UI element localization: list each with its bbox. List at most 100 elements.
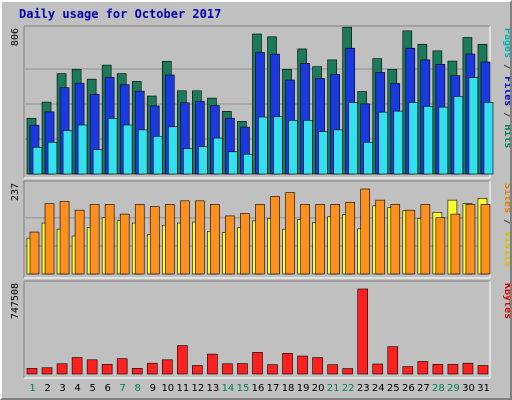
legend-item: Visits <box>502 231 510 267</box>
legend-item: / <box>502 58 510 76</box>
bar-sites-day-20 <box>315 204 325 275</box>
bar-kbytes-day-29 <box>447 364 459 375</box>
bar-sites-day-19 <box>300 204 310 275</box>
bar-pages-day-9 <box>152 136 163 175</box>
legend-item: Files <box>502 76 510 106</box>
bar-sites-day-25 <box>390 204 401 275</box>
chart-panels: 806 Pages / Files / Hits 237 Sites / Visits… <box>10 25 510 379</box>
bar-sites-day-30 <box>465 204 476 275</box>
bar-pages-day-22 <box>348 102 358 175</box>
bar-sites-day-23 <box>360 188 371 275</box>
bar-pages-day-30 <box>468 77 479 175</box>
x-tick-label: 23 <box>357 383 370 394</box>
legend-item: / <box>502 106 510 124</box>
bar-sites-day-12 <box>195 200 205 275</box>
bar-kbytes-day-8 <box>131 368 143 375</box>
legend-item: / <box>502 213 510 231</box>
bar-sites-day-8 <box>134 204 145 275</box>
bar-kbytes-day-22 <box>342 368 353 375</box>
bar-pages-day-1 <box>32 146 43 175</box>
bar-sites-day-1 <box>29 231 40 275</box>
bar-pages-day-5 <box>92 149 103 175</box>
x-tick-label: 28 <box>432 383 445 394</box>
x-tick-label: 29 <box>447 383 460 394</box>
x-tick-label: 10 <box>161 383 174 394</box>
x-tick-label: 7 <box>120 383 126 394</box>
bar-sites-day-22 <box>345 201 355 275</box>
bar-pages-day-10 <box>167 126 178 175</box>
bar-kbytes-day-1 <box>26 368 38 375</box>
x-tick-label: 1 <box>29 383 35 394</box>
bar-pages-day-29 <box>453 96 464 175</box>
bar-pages-day-8 <box>137 129 148 175</box>
bar-pages-day-25 <box>393 110 404 175</box>
bar-pages-day-24 <box>378 111 389 175</box>
bar-sites-day-27 <box>420 204 431 275</box>
x-axis-labels: 1 2 3 4 5 6 7 8 9 10 11 12 13 14 15 16 17 18 19 20 21 22 23 24 2… <box>29 383 490 394</box>
x-tick-label: 13 <box>207 383 220 394</box>
bar-kbytes-day-21 <box>327 364 338 375</box>
x-tick-label: 25 <box>387 383 400 394</box>
bar-sites-day-5 <box>89 204 100 275</box>
bar-kbytes-day-16 <box>252 352 263 375</box>
bar-sites-day-10 <box>164 204 175 275</box>
bar-pages-day-15 <box>243 153 253 175</box>
x-tick-label: 4 <box>74 383 80 394</box>
x-tick-label: 2 <box>44 383 50 394</box>
bar-sites-day-28 <box>435 217 446 275</box>
bar-sites-day-21 <box>330 204 340 275</box>
bar-sites-day-9 <box>149 206 160 275</box>
bar-sites-day-29 <box>450 213 461 275</box>
bar-pages-day-17 <box>273 116 283 175</box>
bar-kbytes-day-23 <box>357 288 369 375</box>
x-tick-label: 16 <box>252 383 265 394</box>
bar-sites-day-24 <box>375 199 386 275</box>
bar-pages-day-12 <box>198 146 208 175</box>
chart-title: Daily usage for October 2017 <box>19 7 221 21</box>
bar-kbytes-day-10 <box>161 359 173 375</box>
x-tick-label: 26 <box>402 383 415 394</box>
panel-kbytes: 747508 KBytes <box>10 280 510 379</box>
legend-visits-sites: Sites / Visits <box>502 183 510 267</box>
bar-sites-day-14 <box>225 215 235 275</box>
bar-kbytes-day-13 <box>207 353 218 375</box>
bar-sites-day-31 <box>480 204 491 275</box>
bar-kbytes-day-9 <box>146 362 158 375</box>
legend-hits-files-pages: Pages / Files / Hits <box>502 28 510 148</box>
bar-pages-day-20 <box>318 131 328 175</box>
x-tick-label: 19 <box>297 383 310 394</box>
x-tick-label: 31 <box>477 383 490 394</box>
bar-sites-day-13 <box>210 204 220 275</box>
bar-sites-day-11 <box>180 200 190 275</box>
x-tick-label: 15 <box>237 383 250 394</box>
bar-pages-day-6 <box>107 118 118 175</box>
panel-visits-sites: 237 Sites / Visits <box>10 180 510 279</box>
bar-pages-day-7 <box>122 124 133 175</box>
bar-kbytes-day-11 <box>177 345 188 375</box>
bar-kbytes-day-31 <box>477 365 489 375</box>
bar-pages-day-13 <box>213 137 223 175</box>
bar-sites-day-4 <box>74 209 85 275</box>
y-max-label: 237 <box>10 183 21 201</box>
x-tick-label: 20 <box>312 383 325 394</box>
bar-pages-day-2 <box>47 141 58 175</box>
bar-kbytes-day-27 <box>417 361 429 375</box>
bar-sites-day-6 <box>104 204 115 275</box>
x-tick-label: 30 <box>462 383 475 394</box>
bar-kbytes-day-14 <box>222 363 233 375</box>
bar-kbytes-day-2 <box>41 367 53 375</box>
x-tick-label: 24 <box>372 383 385 394</box>
bar-sites-day-3 <box>59 201 70 275</box>
bar-kbytes-day-20 <box>312 357 323 375</box>
bar-pages-day-27 <box>423 106 434 175</box>
bar-pages-day-31 <box>483 102 494 175</box>
panel-hits-files-pages: 806 Pages / Files / Hits <box>10 25 510 179</box>
x-tick-label: 21 <box>327 383 340 394</box>
legend-kbytes: KBytes <box>502 283 510 319</box>
bar-kbytes-day-28 <box>432 364 444 375</box>
bar-kbytes-day-18 <box>282 353 293 375</box>
x-tick-label: 6 <box>104 383 110 394</box>
x-tick-label: 3 <box>59 383 65 394</box>
